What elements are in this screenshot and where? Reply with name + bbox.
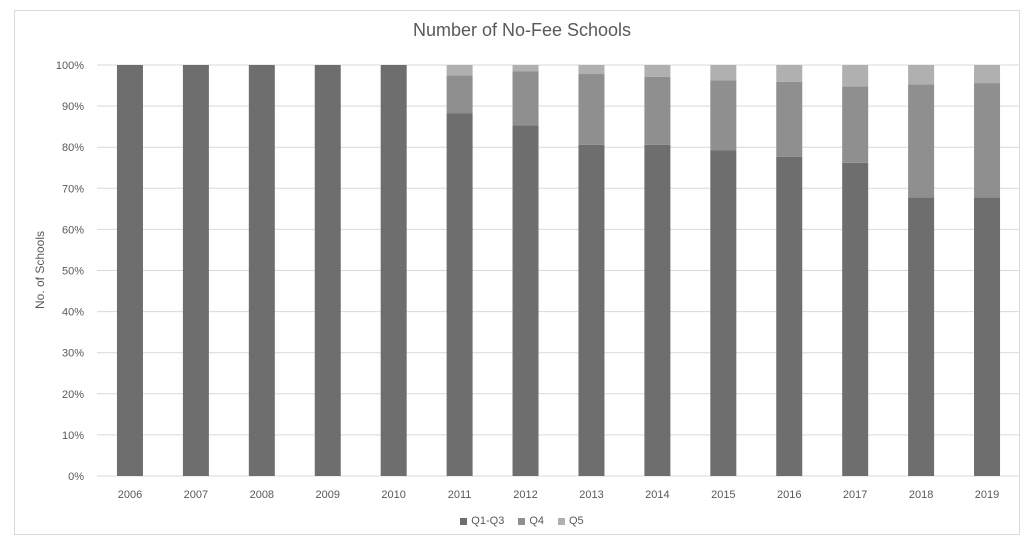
legend-item: Q4 (518, 515, 544, 527)
y-tick-label: 40% (62, 307, 84, 319)
bar-q4-2011 (446, 75, 473, 114)
x-tick-label: 2007 (184, 489, 208, 501)
y-tick-label: 80% (62, 142, 84, 154)
bar-q5-2017 (842, 65, 869, 87)
bar-q1-q3-2010 (380, 65, 407, 476)
bar-q4-2017 (842, 86, 869, 163)
y-tick-label: 70% (62, 183, 84, 195)
legend-swatch (460, 517, 468, 525)
legend-swatch (558, 517, 565, 525)
bar-q1-q3-2008 (248, 65, 275, 476)
bar-q5-2015 (710, 65, 737, 81)
x-tick-label: 2018 (909, 489, 933, 501)
y-tick-label: 10% (62, 430, 84, 442)
bar-q4-2012 (512, 71, 539, 126)
chart-title: Number of No-Fee Schools (412, 20, 632, 40)
bar-q5-2011 (446, 65, 473, 76)
x-tick-label: 2006 (118, 489, 142, 501)
x-tick-label: 2011 (448, 489, 472, 501)
bar-q5-2012 (512, 65, 539, 72)
legend-label: Q5 (569, 515, 584, 527)
bar-q4-2016 (776, 81, 803, 157)
legend-item: Q1-Q3 (460, 515, 504, 527)
bar-q1-q3-2009 (314, 65, 341, 476)
legend-label: Q4 (529, 515, 544, 527)
y-tick-label: 90% (62, 101, 84, 113)
x-tick-label: 2014 (645, 489, 669, 501)
bar-q1-q3-2011 (446, 113, 473, 477)
x-tick-label: 2015 (711, 489, 735, 501)
legend-swatch (518, 517, 526, 525)
x-tick-label: 2012 (513, 489, 537, 501)
bar-q4-2015 (710, 80, 737, 151)
bar-q4-2013 (578, 74, 605, 145)
bar-q1-q3-2019 (974, 197, 1001, 477)
legend-label: Q1-Q3 (471, 515, 505, 527)
bar-q4-2018 (908, 84, 935, 198)
bar-q5-2018 (908, 65, 935, 85)
y-tick-label: 30% (62, 348, 84, 360)
bar-q1-q3-2015 (710, 150, 737, 476)
x-tick-label: 2016 (777, 489, 801, 501)
bar-q5-2013 (578, 65, 605, 75)
bar-q4-2014 (644, 76, 671, 145)
bar-q1-q3-2012 (512, 125, 539, 477)
x-tick-label: 2013 (579, 489, 603, 501)
y-tick-label: 60% (62, 224, 84, 236)
x-tick-label: 2010 (381, 489, 405, 501)
bar-q5-2019 (974, 65, 1001, 84)
y-tick-label: 0% (68, 471, 84, 483)
x-tick-label: 2008 (250, 489, 274, 501)
y-tick-label: 50% (62, 266, 84, 278)
x-tick-label: 2019 (975, 489, 999, 501)
legend-item: Q5 (558, 515, 584, 527)
x-tick-label: 2009 (316, 489, 340, 501)
bar-q1-q3-2013 (578, 144, 605, 476)
x-tick-label: 2017 (843, 489, 867, 501)
bar-q1-q3-2017 (842, 162, 869, 476)
bar-q1-q3-2016 (776, 156, 803, 476)
y-tick-label: 20% (62, 389, 84, 401)
bar-q1-q3-2006 (116, 65, 143, 476)
legend: Q1-Q3 Q4 Q5 (0, 515, 1024, 527)
bar-q5-2016 (776, 65, 803, 82)
bar-q4-2019 (974, 83, 1001, 198)
y-tick-label: 100% (56, 60, 84, 72)
bar-q1-q3-2014 (644, 144, 671, 476)
bar-q1-q3-2007 (182, 65, 209, 476)
bar-q1-q3-2018 (908, 197, 935, 477)
bar-q5-2014 (644, 65, 671, 77)
